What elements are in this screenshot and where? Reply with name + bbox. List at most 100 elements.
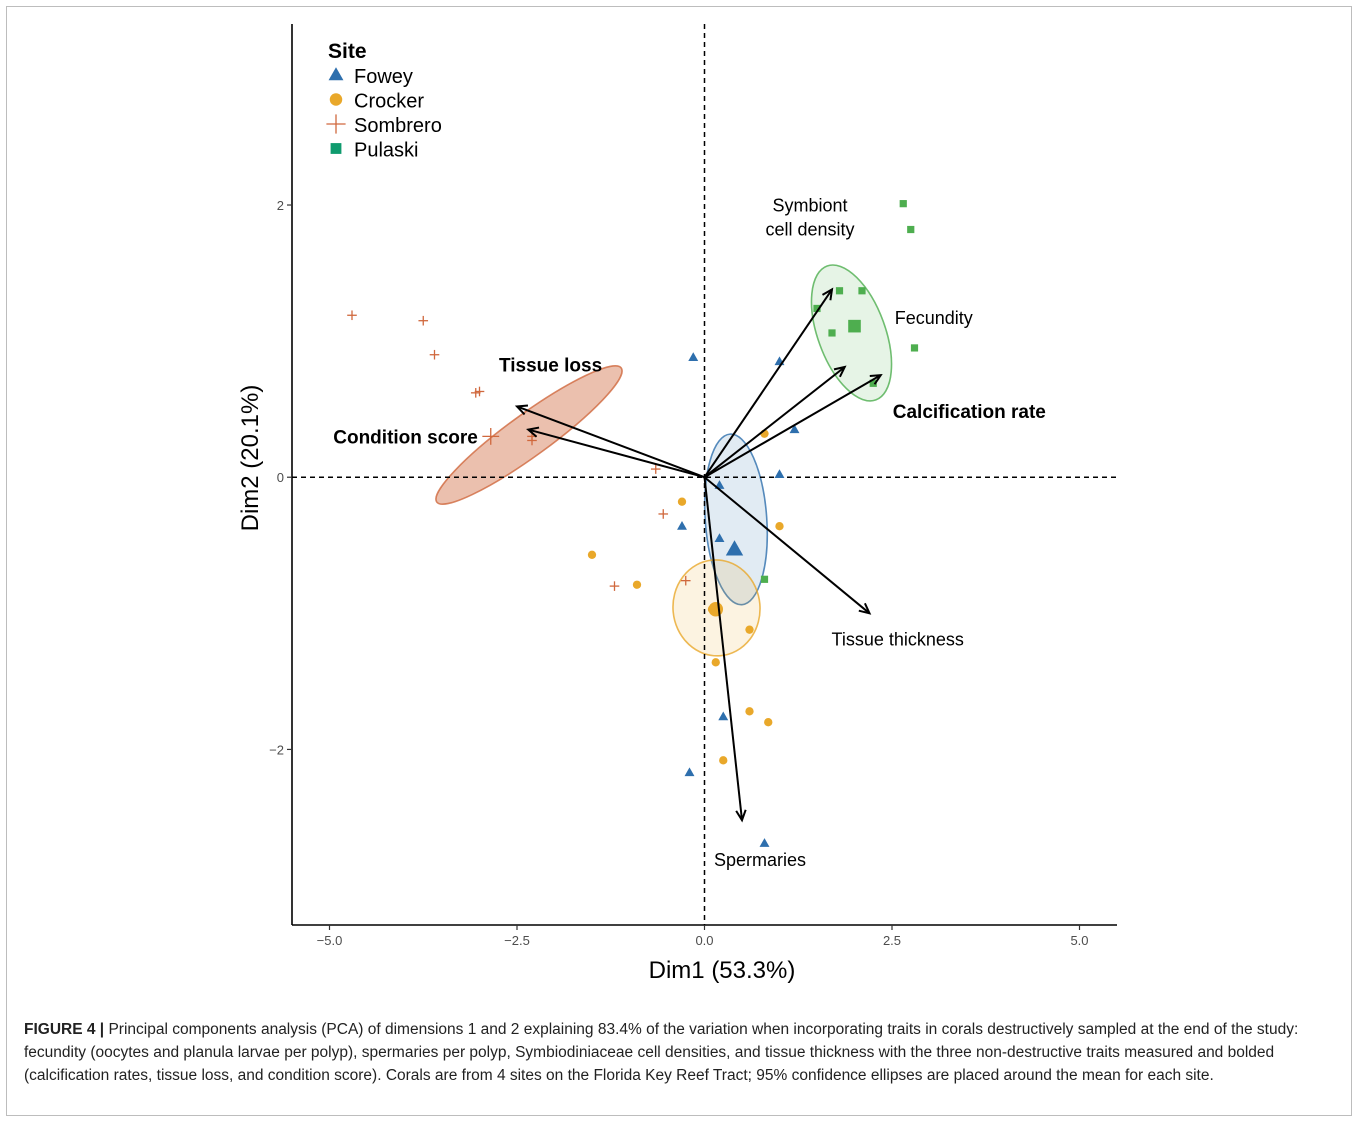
x-tick-label-2: −2.5 xyxy=(504,933,530,948)
point-pulaski-4 xyxy=(858,287,866,295)
label-line-spermaries-1: Spermaries xyxy=(714,850,806,870)
label-line-symbiont-cell-density-1: Symbiont xyxy=(772,195,847,215)
axes: −5.0 −2.5 0.0 2.5 5.0 2 0 −2 xyxy=(269,24,1117,948)
confidence-ellipses xyxy=(435,264,893,657)
x-tick-label-5: 5.0 xyxy=(1070,933,1088,948)
ellipse-sombrero xyxy=(435,365,623,505)
point-sombrero-5 xyxy=(474,386,485,397)
arrow-head-tissue-thickness xyxy=(858,602,872,615)
point-pulaski-2 xyxy=(907,225,915,234)
label-spermaries: Spermaries xyxy=(714,850,806,870)
label-fecundity: Fecundity xyxy=(895,308,973,328)
mean-crocker xyxy=(708,601,724,617)
arrow-line-tissue-thickness xyxy=(703,476,871,615)
legend-label-fowey: Fowey xyxy=(354,66,413,88)
mean-sombrero xyxy=(482,427,500,445)
legend-label-crocker: Crocker xyxy=(354,91,424,113)
arrow-line-condition-score xyxy=(527,428,705,479)
arrow-head-condition-score xyxy=(526,426,540,438)
label-line-tissue-thickness-1: Tissue thickness xyxy=(832,629,964,649)
y-tick-label-1: 2 xyxy=(277,198,284,213)
loading-fecundity: Fecundity xyxy=(703,308,973,479)
point-sombrero-1 xyxy=(347,310,357,321)
point-sombrero-2 xyxy=(418,315,429,326)
label-calcification-rate: Calcification rate xyxy=(893,402,1046,423)
point-fowey-1 xyxy=(688,352,699,361)
ellipse-pulaski xyxy=(810,264,893,402)
point-sombrero-11 xyxy=(680,575,691,586)
point-crocker-4 xyxy=(587,550,597,559)
arrow-line-calcification-rate xyxy=(703,374,882,479)
point-sombrero-3 xyxy=(429,349,440,360)
point-crocker-7 xyxy=(745,625,754,634)
arrow-head-spermaries xyxy=(735,809,747,823)
loading-condition-score: Condition score xyxy=(333,426,705,479)
point-pulaski-5 xyxy=(813,304,821,313)
point-crocker-11 xyxy=(719,756,728,765)
point-sombrero-7 xyxy=(527,435,537,446)
loading-spermaries: Spermaries xyxy=(703,477,806,870)
label-symbiont-cell-density: Symbiont cell density xyxy=(765,195,854,239)
point-fowey-10 xyxy=(759,838,770,847)
label-line-tissue-loss-1: Tissue loss xyxy=(499,355,602,376)
legend-label-pulaski: Pulaski xyxy=(354,140,418,162)
mean-pulaski xyxy=(848,319,861,333)
point-fowey-4 xyxy=(774,469,785,479)
point-sombrero-8 xyxy=(650,464,661,474)
point-fowey-6 xyxy=(677,521,687,530)
point-fowey-9 xyxy=(684,767,695,777)
x-tick-label-3: 0.0 xyxy=(695,933,713,948)
point-crocker-10 xyxy=(764,718,773,727)
point-fowey-8 xyxy=(718,711,729,721)
arrow-head-fecundity xyxy=(833,365,847,378)
mean-fowey xyxy=(725,540,744,556)
figure-frame xyxy=(6,6,1352,1116)
point-crocker-8 xyxy=(711,658,720,667)
x-tick-label-4: 2.5 xyxy=(883,933,901,948)
caption-label: FIGURE 4 | xyxy=(24,1021,105,1038)
caption-text: Principal components analysis (PCA) of d… xyxy=(24,1021,1299,1084)
arrow-head-calcification-rate xyxy=(869,373,883,385)
legend-key-fowey xyxy=(328,67,344,81)
arrow-line-fecundity xyxy=(703,366,846,479)
loading-tissue-loss: Tissue loss xyxy=(499,355,705,479)
point-fowey-3 xyxy=(789,424,800,434)
label-line-calcification-rate-1: Calcification rate xyxy=(893,402,1046,423)
point-pulaski-7 xyxy=(910,344,919,352)
reference-lines xyxy=(292,24,1117,925)
point-crocker-9 xyxy=(745,707,754,716)
point-sombrero-9 xyxy=(658,509,669,519)
point-sombrero-10 xyxy=(609,581,620,591)
arrow-head-tissue-loss xyxy=(514,404,529,416)
arrow-line-symbiont-cell-density xyxy=(703,288,833,478)
loading-calcification-rate: Calcification rate xyxy=(703,373,1046,479)
label-line-condition-score-1: Condition score xyxy=(333,428,478,449)
point-pulaski-9 xyxy=(760,575,769,583)
point-crocker-2 xyxy=(677,497,687,506)
point-pulaski-3 xyxy=(835,287,844,295)
point-fowey-7 xyxy=(714,533,725,542)
arrow-line-spermaries xyxy=(703,477,743,821)
loading-tissue-thickness: Tissue thickness xyxy=(703,476,964,649)
point-pulaski-6 xyxy=(828,329,836,337)
data-points xyxy=(347,200,919,847)
y-axis-title: Dim2 (20.1%) xyxy=(237,385,264,532)
figure-caption: FIGURE 4 | Principal components analysis… xyxy=(24,1018,1334,1087)
y-tick-label-2: 0 xyxy=(277,470,284,485)
point-pulaski-8 xyxy=(869,379,877,387)
legend-key-sombrero xyxy=(326,114,346,134)
point-crocker-3 xyxy=(775,522,784,531)
label-line-fecundity-1: Fecundity xyxy=(895,308,973,328)
label-tissue-loss: Tissue loss xyxy=(499,355,602,376)
x-tick-label-1: −5.0 xyxy=(317,933,343,948)
loading-arrows: Symbiont cell density Fecundity Calcificati… xyxy=(333,195,1046,870)
point-crocker-5 xyxy=(632,580,642,589)
legend-title: Site xyxy=(328,40,367,63)
legend-key-pulaski xyxy=(330,143,342,154)
label-condition-score: Condition score xyxy=(333,428,478,449)
arrow-line-tissue-loss xyxy=(516,405,705,479)
x-axis-title: Dim1 (53.3%) xyxy=(649,957,796,984)
y-tick-label-3: −2 xyxy=(269,742,284,757)
loading-symbiont-cell-density: Symbiont cell density xyxy=(703,195,855,478)
